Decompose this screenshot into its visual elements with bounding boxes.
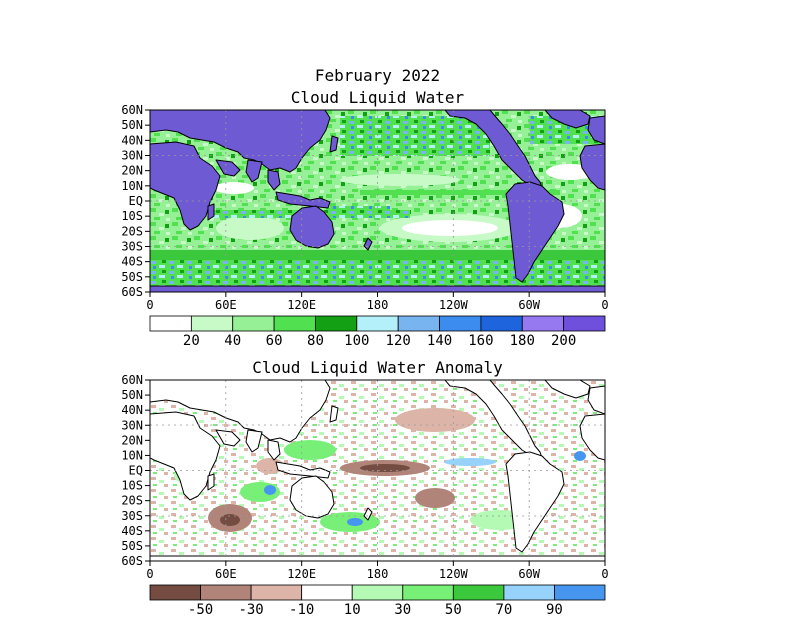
map2-lat-label: 10N xyxy=(121,448,143,462)
colorbar2-label: 90 xyxy=(546,602,563,618)
map1-lat-label: 20N xyxy=(121,164,143,178)
map2-lon-label: 120W xyxy=(439,567,469,581)
colorbar1-label: 140 xyxy=(427,333,452,349)
map2-lat-label: 30N xyxy=(121,418,143,432)
colorbar2-swatch xyxy=(149,584,201,601)
map2-lat-label: 20S xyxy=(121,494,143,508)
colorbar1-swatch xyxy=(480,315,523,332)
colorbar1-label: 160 xyxy=(468,333,493,349)
map2-lat-label: 50S xyxy=(121,539,143,553)
colorbar1-swatch xyxy=(190,315,234,332)
map2-lon-label: 120E xyxy=(287,567,316,581)
map1-lat-label: 40N xyxy=(121,133,143,147)
colorbar1-label: 80 xyxy=(307,333,324,349)
colorbar2-label: 10 xyxy=(344,602,361,618)
colorbar1-swatch xyxy=(439,315,482,332)
colorbar2-swatch xyxy=(301,584,353,601)
map1-lat-label: 40S xyxy=(121,255,143,269)
colorbar2: -50 -30 -10 10 30 50 70 90 xyxy=(149,584,606,618)
map2-lon-label: 0 xyxy=(146,567,153,581)
map1-lon-label: 180 xyxy=(367,298,389,312)
colorbar1-label: 200 xyxy=(551,333,576,349)
map2-lon-label: 60E xyxy=(215,567,237,581)
map2-lat-label: 60N xyxy=(121,373,143,387)
colorbar1-swatch xyxy=(563,315,606,332)
main-title: February 2022 xyxy=(314,66,441,85)
map2-lat-label: 40N xyxy=(121,403,143,417)
colorbar2-swatch xyxy=(503,584,555,601)
map2-lat-label: 50N xyxy=(121,388,143,402)
map1-lat-label: 30S xyxy=(121,240,143,254)
map1-lon-label: 60W xyxy=(518,298,540,312)
colorbar2-label: -10 xyxy=(289,602,314,618)
map2-lat-label: 10S xyxy=(121,479,143,493)
colorbar1-label: 60 xyxy=(266,333,283,349)
colorbar2-label: -30 xyxy=(238,602,263,618)
map2-lat-label: EQ xyxy=(129,464,143,478)
colorbar1: 20 40 60 80 100 120 140 160 180 200 xyxy=(149,315,606,349)
colorbar2-swatch xyxy=(402,584,454,601)
map2-lon-label: 180 xyxy=(367,567,389,581)
map2-lat-label: 60S xyxy=(121,554,143,568)
map1-lat-label: 20S xyxy=(121,224,143,238)
map1-lon-label: 120E xyxy=(287,298,316,312)
map2-title: Cloud Liquid Water Anomaly xyxy=(252,358,503,377)
map1-lat-label: EQ xyxy=(129,194,143,208)
colorbar1-swatch xyxy=(521,315,565,332)
colorbar2-label: 70 xyxy=(495,602,512,618)
colorbar2-label: 50 xyxy=(445,602,462,618)
colorbar1-swatch xyxy=(315,315,358,332)
map1-lat-label: 50N xyxy=(121,118,143,132)
colorbar1-swatch xyxy=(397,315,440,332)
map1-lon-label: 60E xyxy=(215,298,237,312)
map1-lon-label: 120W xyxy=(439,298,469,312)
colorbar2-swatch xyxy=(250,584,303,601)
colorbar1-label: 40 xyxy=(224,333,241,349)
map2-lon-label: 0 xyxy=(601,567,608,581)
colorbar2-swatch xyxy=(554,584,606,601)
map1-lat-label: 10S xyxy=(121,209,143,223)
map1-title: Cloud Liquid Water xyxy=(290,88,465,107)
colorbar1-label: 180 xyxy=(510,333,535,349)
colorbar1-swatch xyxy=(273,315,316,332)
map2-lon-label: 60W xyxy=(518,567,540,581)
map2-lat-label: 20N xyxy=(121,433,143,447)
map1-lon-label: 0 xyxy=(601,298,608,312)
map1-lat-label: 60N xyxy=(121,103,143,117)
colorbar1-swatch xyxy=(149,315,192,332)
colorbar2-swatch xyxy=(452,584,505,601)
colorbar1-label: 100 xyxy=(344,333,369,349)
map1-lat-label: 10N xyxy=(121,179,143,193)
map1-lon-label: 0 xyxy=(146,298,153,312)
map2-lat-label: 40S xyxy=(121,524,143,538)
map1-lat-label: 60S xyxy=(121,285,143,299)
colorbar1-swatch xyxy=(356,315,399,332)
colorbar1-label: 120 xyxy=(386,333,411,349)
map1-lat-label: 50S xyxy=(121,270,143,284)
map2-lat-label: 30S xyxy=(121,509,143,523)
colorbar2-label: 30 xyxy=(394,602,411,618)
colorbar2-label: -50 xyxy=(188,602,213,618)
colorbar2-swatch xyxy=(200,584,252,601)
colorbar1-swatch xyxy=(232,315,275,332)
map1-lat-label: 30N xyxy=(121,149,143,163)
colorbar1-label: 20 xyxy=(183,333,200,349)
colorbar2-swatch xyxy=(351,584,404,601)
